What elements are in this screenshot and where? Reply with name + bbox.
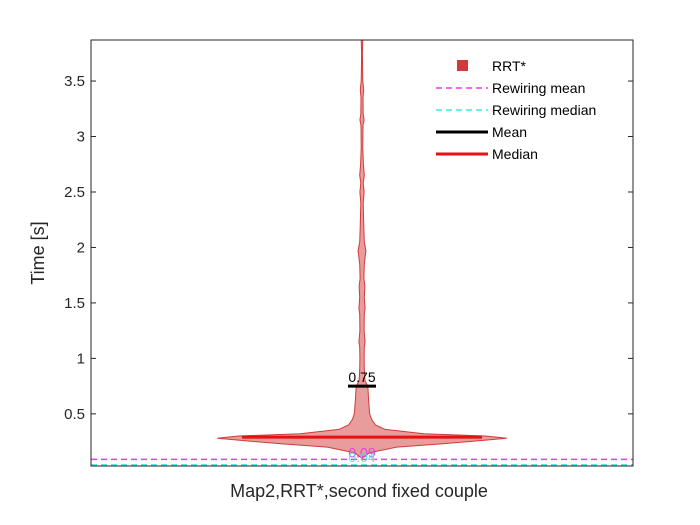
legend-swatch-violin <box>457 60 468 71</box>
plot-frame <box>90 39 634 467</box>
y-tick-label: 3.5 <box>64 73 85 90</box>
legend-entry-label: Rewiring mean <box>492 80 585 96</box>
legend-entry-label: Median <box>492 146 538 162</box>
rewiring-mean-value-label: 0.09 <box>348 444 375 460</box>
y-tick-label: 1.5 <box>64 295 85 312</box>
rewiring-median-value-label: 0.04 <box>348 449 375 465</box>
legend-entry-label: RRT* <box>492 58 527 74</box>
y-tick-label: 2.5 <box>64 184 85 201</box>
y-tick-label: 0.5 <box>64 406 85 423</box>
y-axis: 0.5 1 1.5 2 2.5 3 3.5 <box>64 73 633 423</box>
y-tick-label: 2 <box>77 239 85 256</box>
legend-entry-label: Mean <box>492 124 527 140</box>
mean-value-label: 0.75 <box>348 369 375 385</box>
y-tick-label: 1 <box>77 350 85 367</box>
legend: RRT* Rewiring mean Rewiring median Mean Medi… <box>436 58 596 162</box>
y-tick-label: 3 <box>77 129 85 146</box>
y-axis-label: Time [s] <box>28 221 48 284</box>
x-axis-label: Map2,RRT*,second fixed couple <box>230 481 488 501</box>
legend-entry-label: Rewiring median <box>492 102 596 118</box>
lines-layer: 0.75 0.090.04 <box>91 369 633 466</box>
